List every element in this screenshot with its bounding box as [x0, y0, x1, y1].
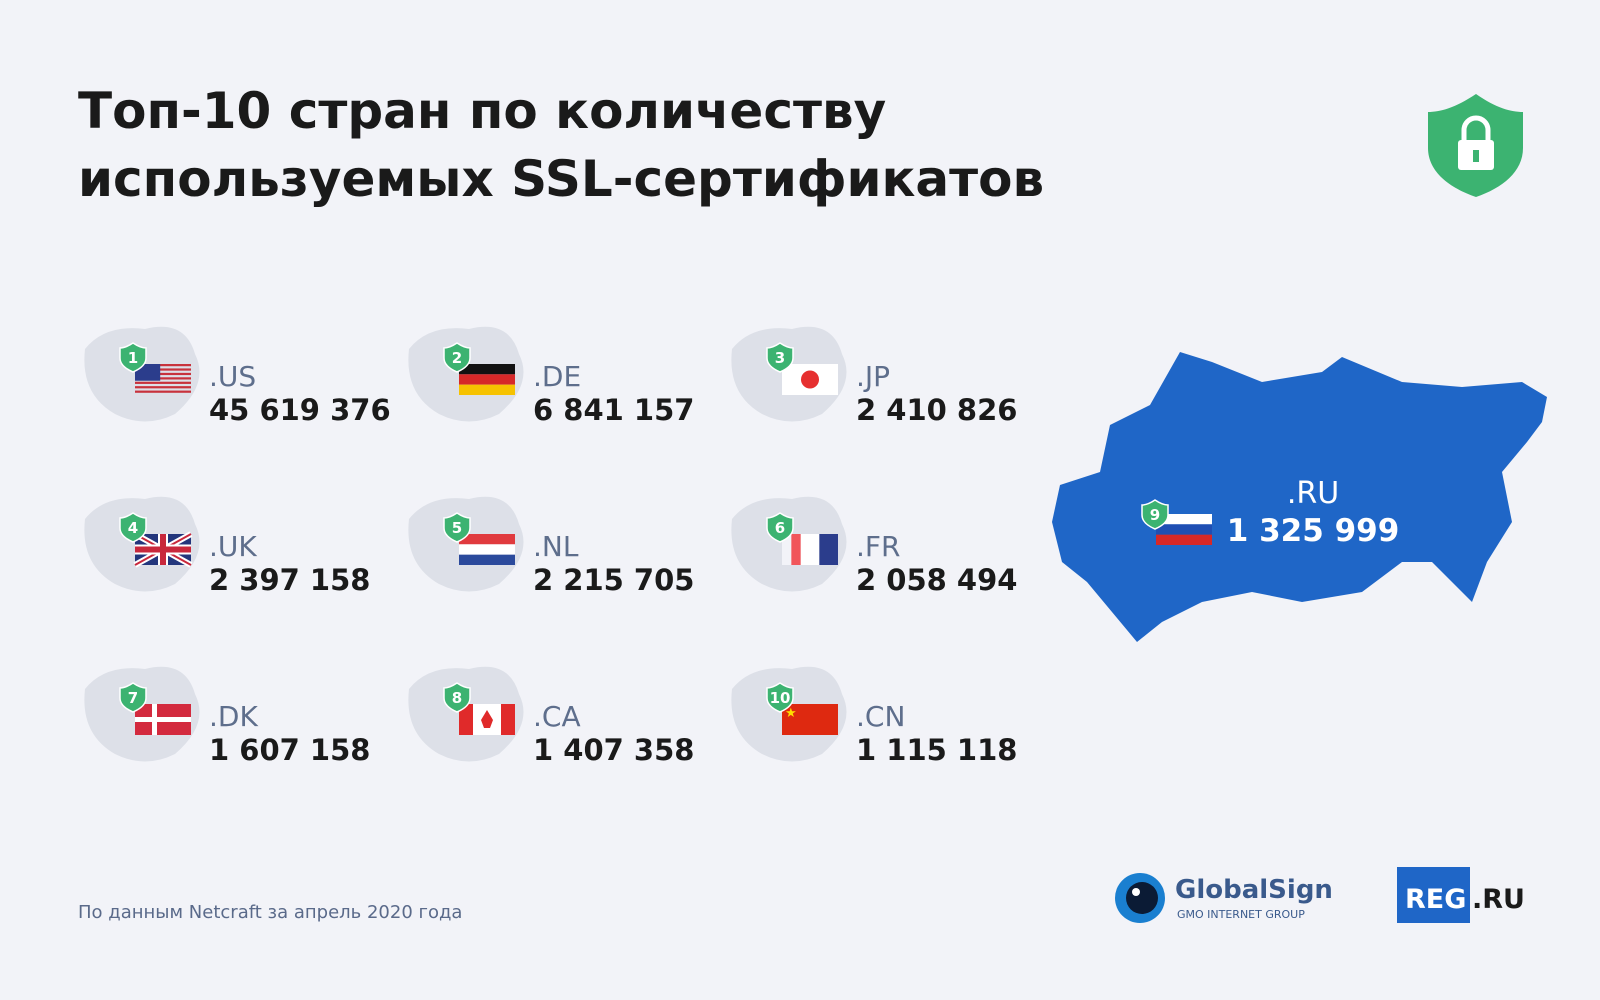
count: 6 841 157	[533, 393, 694, 427]
count: 2 058 494	[856, 563, 1017, 597]
rank-badge	[119, 342, 147, 373]
count: 2 215 705	[533, 563, 694, 597]
count: 2 397 158	[209, 563, 370, 597]
domain: .CN	[856, 700, 905, 733]
country-item: 4 .UK2 397 158	[84, 496, 370, 597]
flag-part	[135, 717, 191, 722]
rank-badge	[766, 512, 794, 543]
rank-number: 1	[128, 349, 138, 367]
rank-number: 8	[452, 689, 462, 707]
country-item: 2 .DE6 841 157	[408, 326, 694, 427]
domain: .JP	[856, 360, 890, 393]
rank-number: 9	[1150, 506, 1160, 524]
flag-part	[459, 704, 473, 735]
country-item: 9 .RU1 325 999	[1141, 476, 1400, 549]
country-item: 5 .NL2 215 705	[408, 496, 694, 597]
country-item: 8 .CA1 407 358	[408, 666, 694, 767]
flag-part	[135, 377, 191, 380]
title-line: используемых SSL-сертификатов	[78, 150, 1044, 208]
domain: .UK	[209, 530, 257, 563]
domain: .NL	[533, 530, 579, 563]
logo-text: GlobalSign	[1175, 875, 1333, 905]
flag-part	[1156, 524, 1212, 535]
count: 1 325 999	[1227, 513, 1400, 549]
rank-badge	[119, 682, 147, 713]
rank-number: 2	[452, 349, 462, 367]
flag-part	[800, 534, 820, 565]
flag-part	[135, 364, 191, 367]
flag-part	[135, 364, 161, 381]
country-item: ★10 .CN1 115 118	[731, 666, 1017, 767]
flag-part	[135, 381, 191, 384]
rank-number: 5	[452, 519, 462, 537]
flag-part	[459, 374, 515, 385]
rank-badge	[443, 342, 471, 373]
rank-badge	[766, 342, 794, 373]
flag-part	[459, 384, 515, 395]
flag-part	[801, 370, 819, 389]
rank-number: 10	[770, 689, 791, 707]
flag-part	[135, 372, 191, 376]
flag-part: ★	[785, 706, 797, 721]
globalsign-logo: GlobalSign GMO INTERNET GROUP	[1115, 873, 1333, 923]
rank-badge	[443, 512, 471, 543]
count: 45 619 376	[209, 393, 391, 427]
title-line: Топ-10 стран по количеству	[78, 82, 886, 140]
domain: .US	[209, 360, 256, 393]
flag-part	[782, 704, 838, 735]
flag-part	[782, 534, 792, 565]
flag-part	[819, 534, 838, 565]
flag-part	[1156, 534, 1212, 545]
flag-part	[135, 368, 191, 371]
rank-badge	[443, 682, 471, 713]
flag-part	[501, 704, 515, 735]
country-item: 3 .JP2 410 826	[731, 326, 1017, 427]
rank-number: 3	[775, 349, 785, 367]
count: 1 607 158	[209, 733, 370, 767]
flag-part	[481, 710, 493, 728]
flag-part	[1156, 514, 1212, 525]
rank-number: 4	[128, 519, 138, 537]
flag-part	[135, 390, 191, 393]
count: 1 115 118	[856, 733, 1017, 767]
logo-subtext: GMO INTERNET GROUP	[1177, 908, 1305, 921]
logo-text: .RU	[1472, 884, 1525, 915]
flag-part	[459, 544, 515, 555]
logo-text: REG	[1405, 884, 1466, 915]
flag-part	[135, 386, 191, 389]
security-shield-icon	[1428, 94, 1523, 197]
russia-map	[1052, 352, 1547, 642]
rank-badge	[1141, 499, 1169, 530]
domain: .DE	[533, 360, 581, 393]
domain: .FR	[856, 530, 900, 563]
count: 2 410 826	[856, 393, 1017, 427]
domain: .RU	[1287, 476, 1339, 511]
rank-number: 6	[775, 519, 785, 537]
flag-part	[160, 534, 166, 565]
country-item: 7 .DK1 607 158	[84, 666, 370, 767]
country-item: 6 .FR2 058 494	[731, 496, 1017, 597]
domain: .CA	[533, 700, 581, 733]
regru-logo: REG .RU	[1397, 867, 1525, 923]
count: 1 407 358	[533, 733, 694, 767]
flag-part	[459, 534, 515, 545]
flag-part	[459, 554, 515, 565]
source-note: По данным Netcraft за апрель 2020 года	[78, 902, 462, 923]
rank-number: 7	[128, 689, 138, 707]
flag-part	[459, 364, 515, 375]
domain: .DK	[209, 700, 258, 733]
rank-badge	[766, 682, 794, 713]
rank-badge	[119, 512, 147, 543]
